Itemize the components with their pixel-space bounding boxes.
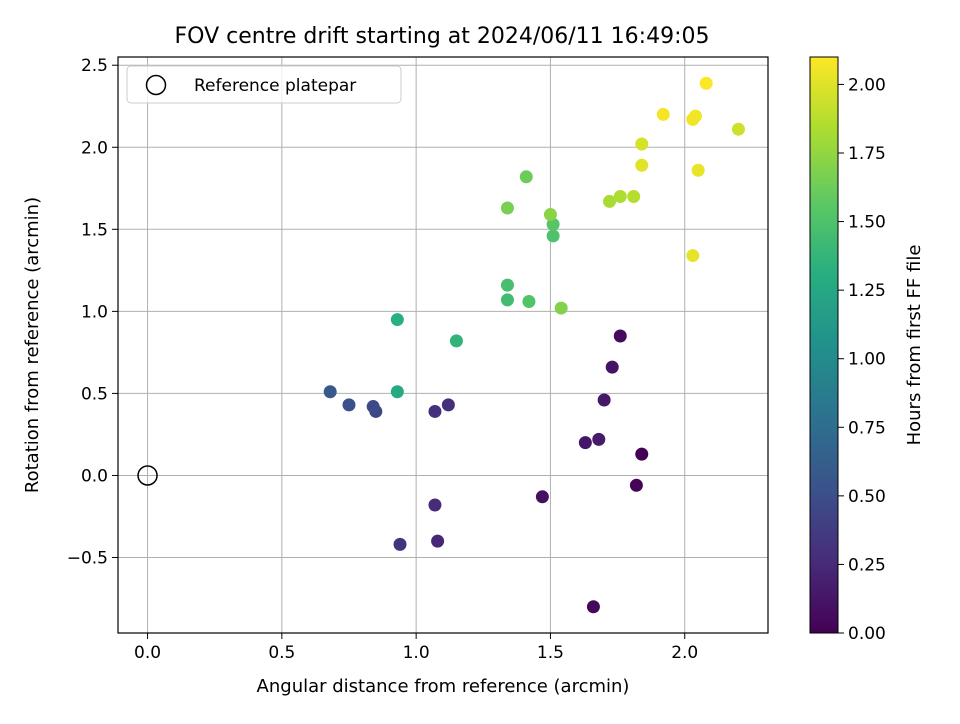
data-point xyxy=(441,398,455,412)
data-point xyxy=(731,122,745,136)
colorbar-label: Hours from first FF file xyxy=(904,245,925,446)
data-point xyxy=(554,301,568,315)
data-point xyxy=(522,295,536,309)
x-tick-label: 0.5 xyxy=(268,643,295,663)
x-axis-ticks: 0.0 0.5 1.0 1.5 2.0 xyxy=(134,633,698,663)
data-point xyxy=(500,278,514,292)
data-point xyxy=(699,76,713,90)
data-point xyxy=(603,194,617,208)
legend: Reference platepar xyxy=(126,65,402,104)
x-tick-label: 2.0 xyxy=(671,643,698,663)
y-tick-label: 0.5 xyxy=(81,384,108,404)
x-tick-label: 1.5 xyxy=(537,643,564,663)
y-tick-label: 0.0 xyxy=(81,466,108,486)
data-point xyxy=(393,537,407,551)
data-point xyxy=(390,313,404,327)
data-point xyxy=(431,534,445,548)
y-tick-label: −0.5 xyxy=(67,549,108,569)
data-point xyxy=(592,432,606,446)
data-point xyxy=(586,600,600,614)
data-point xyxy=(635,137,649,151)
x-tick-label: 1.0 xyxy=(403,643,430,663)
colorbar-tick-label: 1.00 xyxy=(848,350,886,370)
legend-entry-label: Reference platepar xyxy=(194,76,356,96)
data-point xyxy=(691,163,705,177)
data-point xyxy=(688,109,702,123)
legend-box xyxy=(126,65,402,104)
colorbar: 0.00 0.25 0.50 0.75 1.00 1.25 1.50 1.75 2.00 Hou… xyxy=(809,56,925,644)
data-point xyxy=(613,189,627,203)
data-point xyxy=(578,436,592,450)
colorbar-tick-label: 0.50 xyxy=(848,487,886,507)
data-point xyxy=(390,385,404,399)
data-point xyxy=(428,498,442,512)
data-point xyxy=(500,293,514,307)
data-point xyxy=(500,201,514,215)
data-point xyxy=(342,398,356,412)
x-axis-label: Angular distance from reference (arcmin) xyxy=(257,676,630,697)
y-tick-label: 2.5 xyxy=(81,56,108,76)
data-point xyxy=(323,385,337,399)
data-point xyxy=(535,490,549,504)
data-point xyxy=(686,249,700,263)
data-point xyxy=(428,404,442,418)
data-point xyxy=(449,334,463,348)
colorbar-tick-label: 2.00 xyxy=(848,75,886,95)
data-point xyxy=(519,170,533,184)
data-point xyxy=(546,229,560,243)
chart-title: FOV centre drift starting at 2024/06/11 … xyxy=(175,24,710,49)
data-point xyxy=(629,478,643,492)
colorbar-tick-label: 1.25 xyxy=(848,281,886,301)
data-point xyxy=(613,329,627,343)
data-point xyxy=(635,158,649,172)
data-point xyxy=(656,107,670,121)
y-axis-label: Rotation from reference (arcmin) xyxy=(22,197,43,493)
reference-platepar-marker xyxy=(137,465,158,486)
y-tick-label: 2.0 xyxy=(81,138,108,158)
plot-frame xyxy=(117,56,769,634)
colorbar-tick-label: 0.00 xyxy=(848,624,886,644)
y-tick-label: 1.5 xyxy=(81,220,108,240)
data-point xyxy=(366,400,380,414)
data-point xyxy=(543,208,557,222)
data-points xyxy=(137,76,745,614)
y-axis-ticks: −0.5 0.0 0.5 1.0 1.5 2.0 2.5 xyxy=(67,56,118,569)
colorbar-tick-label: 0.25 xyxy=(848,555,886,575)
data-point xyxy=(546,217,560,231)
data-point xyxy=(635,447,649,461)
x-tick-label: 0.0 xyxy=(134,643,161,663)
colorbar-gradient xyxy=(809,56,839,634)
grid-lines xyxy=(118,57,768,633)
data-point xyxy=(605,360,619,374)
legend-reference-marker xyxy=(145,74,167,96)
colorbar-tick-label: 1.75 xyxy=(848,144,886,164)
colorbar-ticks: 0.00 0.25 0.50 0.75 1.00 1.25 1.50 1.75 2.00 xyxy=(838,75,886,644)
colorbar-tick-label: 0.75 xyxy=(848,418,886,438)
y-tick-label: 1.0 xyxy=(81,302,108,322)
data-point xyxy=(597,393,611,407)
data-point xyxy=(627,189,641,203)
colorbar-tick-label: 1.50 xyxy=(848,213,886,233)
